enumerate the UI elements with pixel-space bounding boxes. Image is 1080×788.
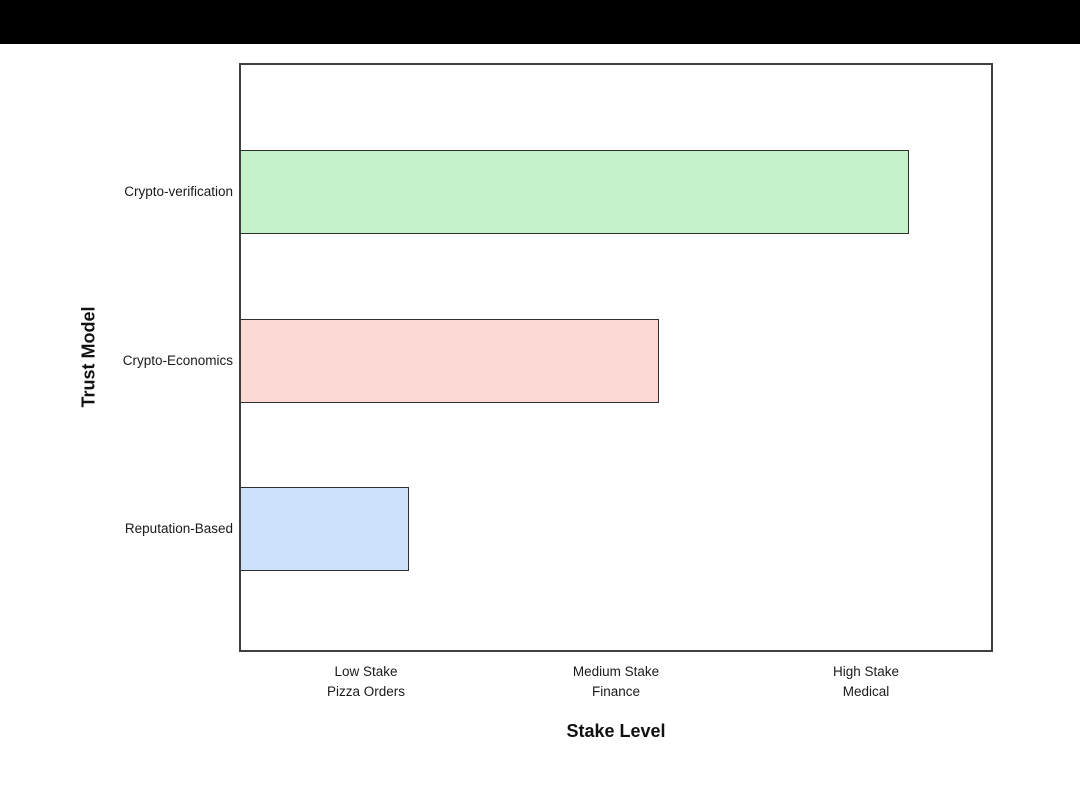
- xtick-label-medium-stake: Medium Stake Finance: [506, 662, 726, 702]
- ytick-label-crypto-verification: Crypto-verification: [124, 184, 233, 199]
- xtick-line2: Medical: [842, 684, 890, 699]
- bar-reputation-based: [241, 487, 409, 571]
- xtick-line2: Finance: [591, 684, 641, 699]
- xtick-line2: Pizza Orders: [326, 684, 406, 699]
- xtick-label-low-stake: Low Stake Pizza Orders: [256, 662, 476, 702]
- xtick-line1: Medium Stake: [572, 664, 660, 679]
- x-axis-title: Stake Level: [566, 721, 666, 741]
- ytick-label-crypto-economics: Crypto-Economics: [122, 353, 233, 368]
- top-black-banner: [0, 0, 1080, 44]
- xtick-line1: Low Stake: [334, 664, 398, 679]
- bar-crypto-economics: [241, 319, 659, 403]
- bar-crypto-verification: [241, 150, 909, 234]
- xtick-label-high-stake: High Stake Medical: [756, 662, 976, 702]
- xtick-line1: High Stake: [832, 664, 900, 679]
- plot-area: [239, 63, 993, 652]
- ytick-label-reputation-based: Reputation-Based: [124, 521, 233, 536]
